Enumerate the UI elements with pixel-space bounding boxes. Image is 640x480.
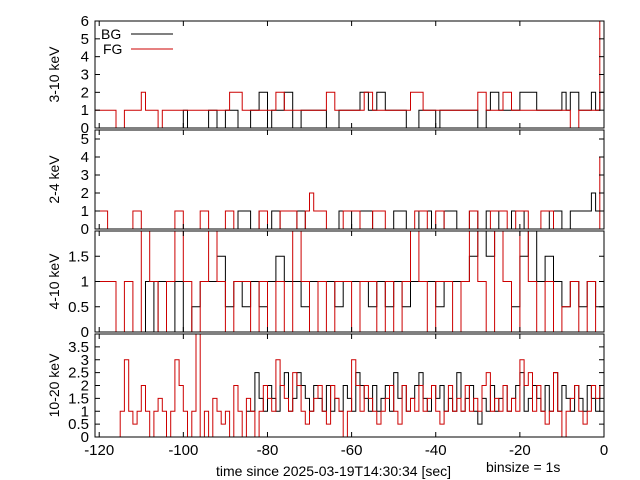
y-tick-label: 0	[81, 120, 89, 137]
y-tick-label: 1.5	[68, 248, 89, 265]
y-tick-label: 1	[81, 203, 89, 220]
series-fg-line	[95, 20, 604, 129]
y-tick-label: 2	[81, 378, 89, 395]
y-tick-label: 0	[81, 429, 89, 446]
x-tick-label: -80	[257, 442, 279, 459]
y-axis-label: 4-10 keV	[46, 253, 62, 310]
y-tick-label: 1	[81, 102, 89, 119]
y-tick-label: 4	[81, 149, 89, 166]
y-tick-label: 0.5	[68, 416, 89, 433]
y-tick-label: 3	[81, 167, 89, 184]
y-tick-label: 2.5	[68, 365, 89, 382]
x-tick-label: -20	[509, 442, 531, 459]
y-tick-label: 1.5	[68, 390, 89, 407]
binsize-label: binsize = 1s	[486, 459, 560, 475]
series-fg-line	[95, 230, 604, 333]
y-tick-label: 5	[81, 31, 89, 48]
plot-frame	[94, 20, 605, 129]
legend-label-fg: FG	[103, 41, 122, 57]
y-tick-label: 3	[81, 352, 89, 369]
y-tick-label: 0	[81, 221, 89, 238]
x-tick-label: -60	[341, 442, 363, 459]
plot-frame	[94, 129, 605, 230]
x-axis-label: time since 2025-03-19T14:30:34 [sec]	[216, 463, 451, 479]
series-bg-line	[246, 372, 604, 425]
y-tick-label: 6	[81, 13, 89, 30]
y-tick-label: 5	[81, 131, 89, 148]
series-fg-line	[95, 333, 604, 438]
series-fg-line	[95, 156, 604, 230]
x-tick-label: -40	[425, 442, 447, 459]
legend: BG FG	[101, 26, 173, 57]
y-axis-label: 10-20 keV	[46, 353, 62, 417]
y-tick-label: 1	[81, 403, 89, 420]
y-axis-label: 2-4 keV	[46, 155, 62, 204]
y-tick-label: 0	[81, 324, 89, 341]
y-tick-label: 4	[81, 49, 89, 66]
y-tick-label: 1	[81, 274, 89, 291]
y-tick-label: 2	[81, 185, 89, 202]
x-tick-label: 0	[600, 442, 608, 459]
y-tick-label: 3	[81, 67, 89, 84]
legend-label-bg: BG	[101, 26, 121, 42]
panel-2: 0 0.5 1 1.5 4-10 keV	[46, 230, 605, 341]
y-tick-label: 2	[81, 84, 89, 101]
y-axis-label: 3-10 keV	[46, 46, 62, 103]
x-tick-label: -120	[84, 442, 114, 459]
x-tick-label: -100	[168, 442, 198, 459]
panel-3: 00.511.522.533.5 10-20 keV	[46, 333, 605, 446]
y-tick-label: 0.5	[68, 299, 89, 316]
y-tick-label: 3.5	[68, 339, 89, 356]
